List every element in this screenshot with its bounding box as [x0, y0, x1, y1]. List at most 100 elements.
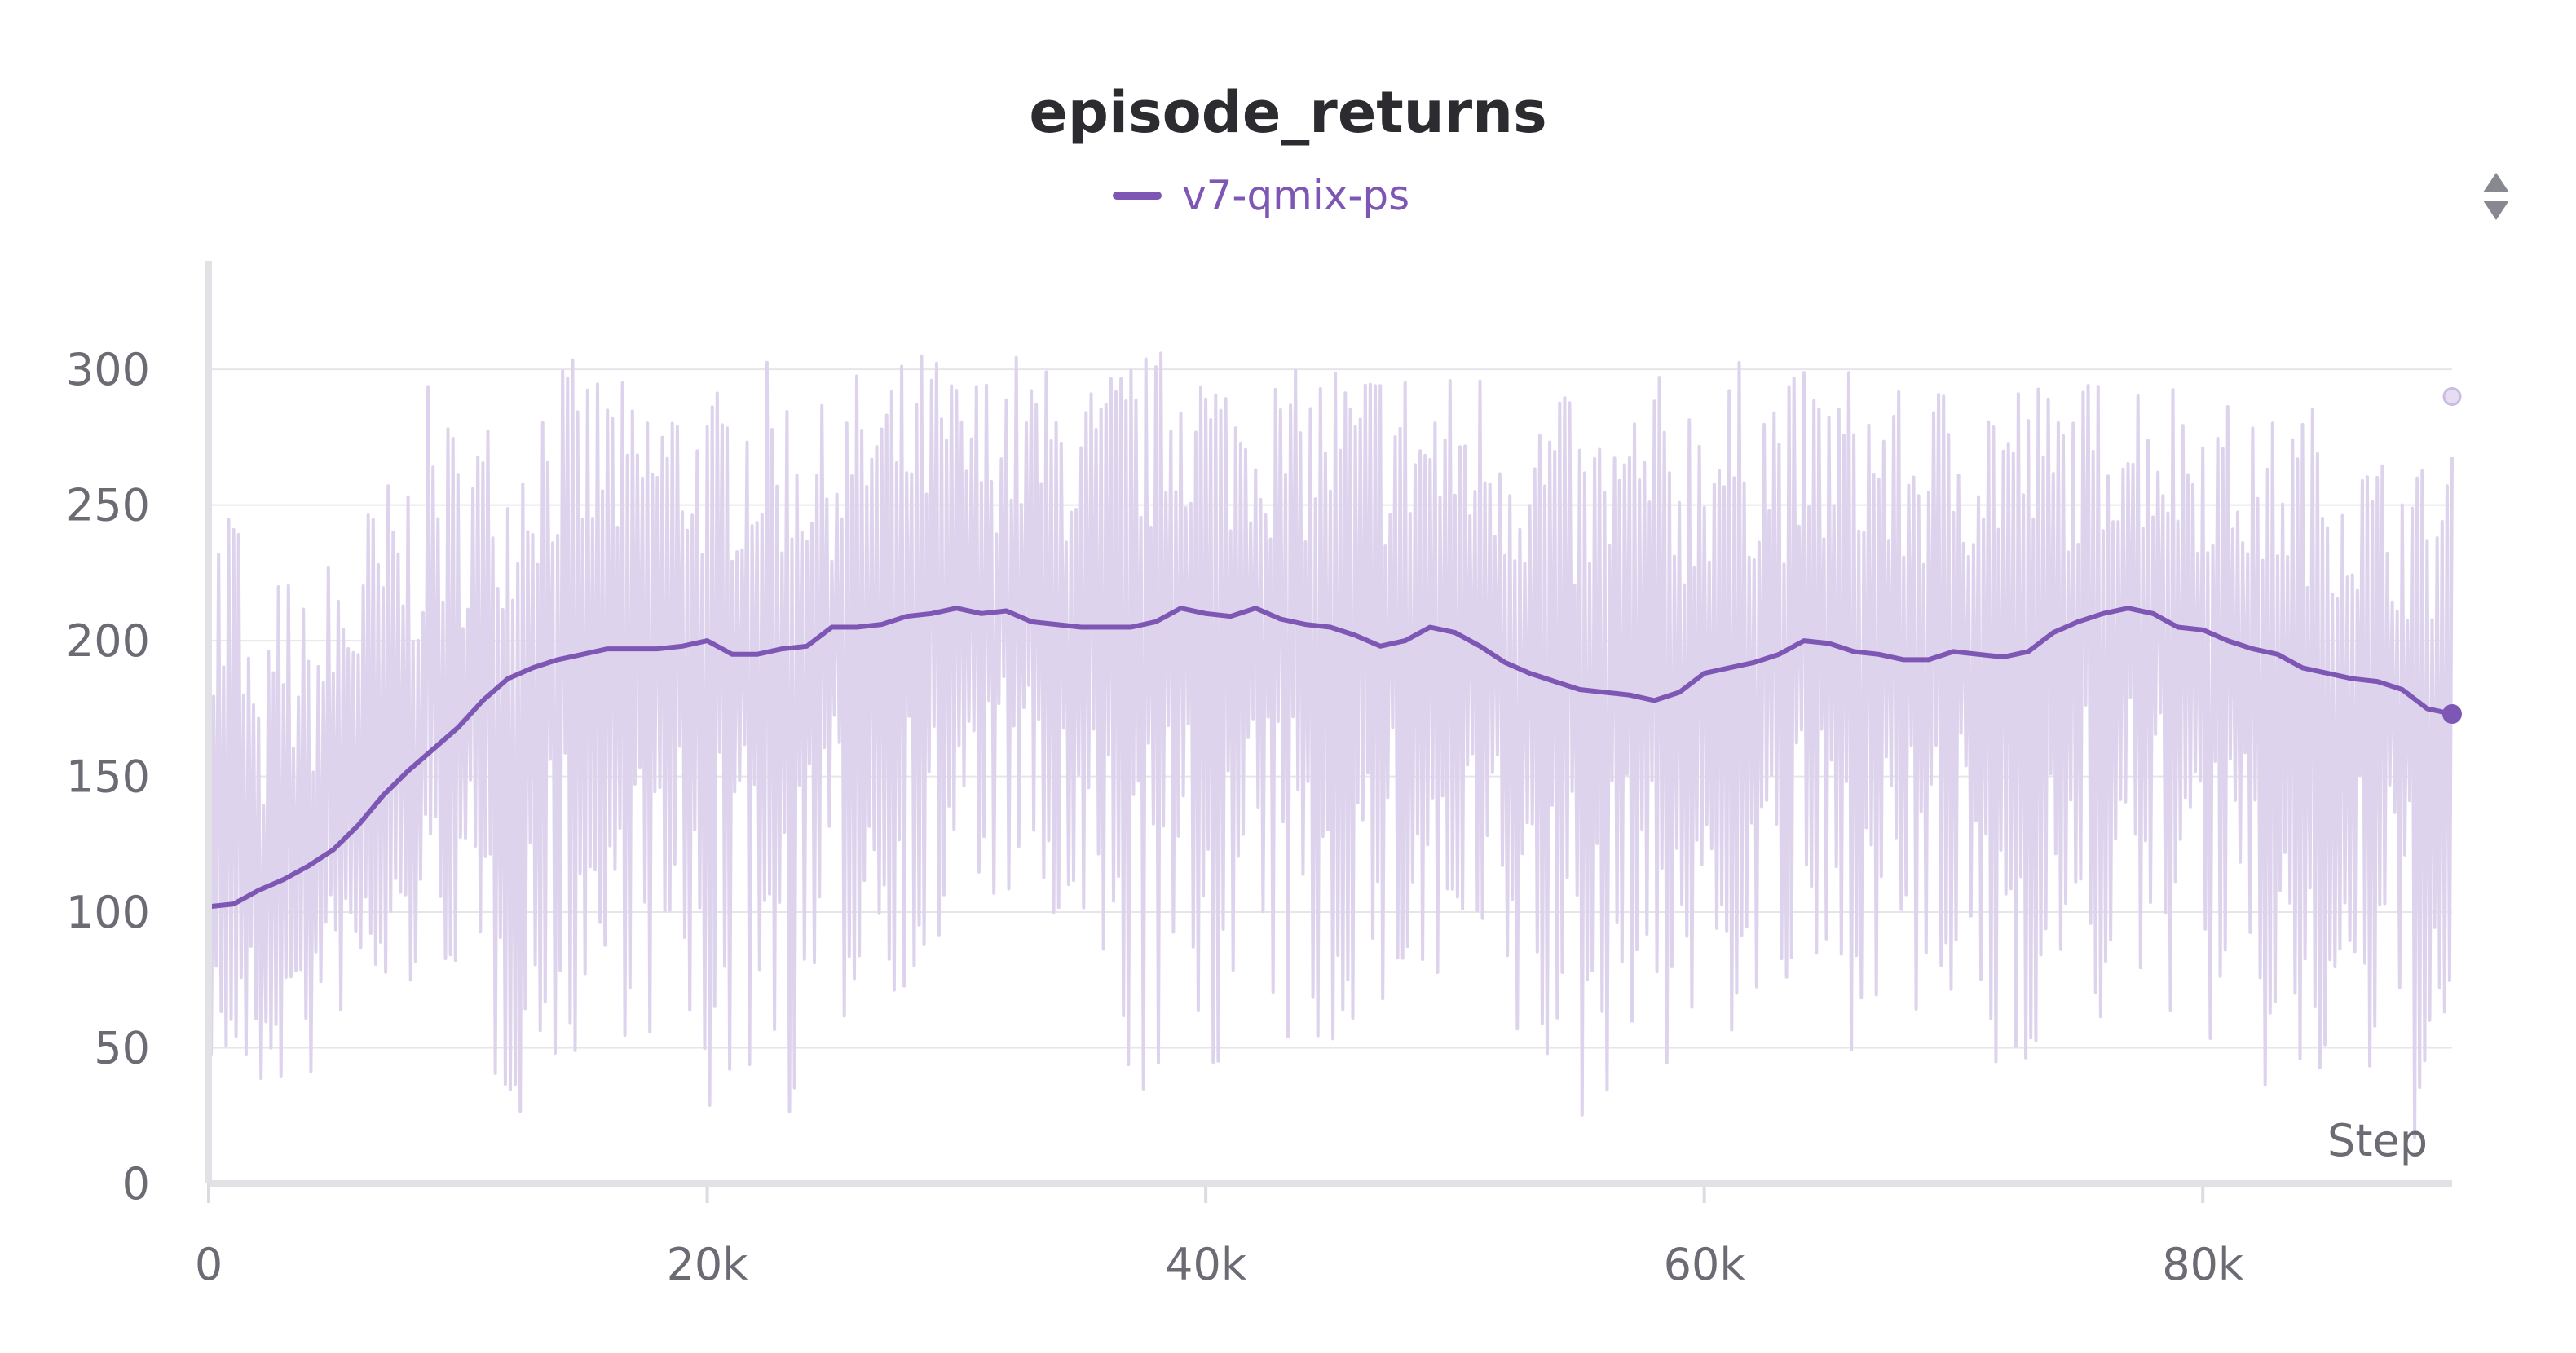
x-tick-label: 60k	[1664, 1239, 1746, 1290]
x-tick-labels: 0 20k 40k 60k 80k	[195, 1239, 2244, 1290]
x-tick-label: 0	[195, 1239, 223, 1290]
smoothed-point	[929, 611, 934, 616]
legend-label-series: v7-qmix-ps	[1182, 172, 1409, 219]
smoothed-point	[1477, 644, 1482, 649]
legend-scroll-arrows-icon[interactable]	[2483, 173, 2509, 220]
smoothed-point	[2101, 611, 2106, 616]
smoothed-point	[1926, 657, 1931, 662]
x-tick-label: 20k	[667, 1239, 749, 1290]
smoothed-point	[1802, 638, 1806, 643]
legend[interactable]: v7-qmix-ps	[1113, 172, 1409, 219]
smoothed-point	[2150, 611, 2155, 616]
smoothed-point	[355, 823, 360, 828]
smoothed-point	[1427, 624, 1432, 629]
smoothed-point	[1677, 690, 1682, 694]
x-axis-title: Step	[2327, 1115, 2428, 1166]
smoothed-point	[1752, 660, 1757, 665]
smoothed-point	[1951, 649, 1956, 654]
smoothed-point	[605, 646, 610, 651]
smoothed-point	[1104, 624, 1109, 629]
x-tick-label: 80k	[2162, 1239, 2244, 1290]
x-tick-label: 40k	[1165, 1239, 1247, 1290]
smoothed-point	[331, 847, 336, 852]
smoothed-point	[1179, 606, 1184, 610]
smoothed-point	[1502, 660, 1507, 665]
smoothed-point	[2075, 619, 2080, 624]
smoothed-point	[2275, 652, 2280, 657]
smoothed-point	[430, 747, 435, 751]
smoothed-point	[779, 646, 784, 651]
smoothed-point	[1652, 698, 1657, 703]
smoothed-point	[2350, 676, 2355, 681]
smoothed-point	[1378, 644, 1383, 649]
smoothed-point	[1078, 624, 1083, 629]
smoothed-point	[2225, 638, 2230, 643]
y-tick-label: 250	[66, 480, 150, 531]
smoothed-point	[1054, 622, 1059, 627]
smoothed-point	[755, 652, 760, 657]
smoothed-point	[705, 638, 710, 643]
smoothed-point	[655, 646, 659, 651]
smoothed-point	[281, 877, 286, 882]
y-tick-label: 0	[122, 1158, 150, 1210]
smoothed-point	[805, 644, 809, 649]
y-tick-label: 50	[94, 1023, 150, 1074]
smoothed-point	[979, 611, 984, 616]
smoothed-point	[1877, 652, 1881, 657]
smoothed-point	[1453, 630, 1458, 635]
smoothed-point	[2026, 649, 2031, 654]
smoothed-point	[256, 888, 261, 892]
smoothed-series-endpoint[interactable]	[2442, 704, 2462, 725]
smoothed-point	[306, 863, 311, 868]
smoothed-point	[1253, 606, 1258, 610]
y-tick-label: 150	[66, 751, 150, 803]
raw-series-layer	[207, 351, 2462, 1140]
smoothed-point	[1203, 611, 1208, 616]
smoothed-point	[1702, 671, 1707, 676]
smoothed-point	[630, 646, 635, 651]
smoothed-point	[2325, 671, 2330, 676]
smoothed-point	[1128, 624, 1133, 629]
raw-series-line	[207, 351, 2454, 1140]
smoothed-point	[2051, 630, 2056, 635]
smoothed-point	[555, 657, 560, 662]
smoothed-point	[1851, 649, 1856, 654]
smoothed-point	[2001, 654, 2006, 659]
y-tick-label: 100	[66, 887, 150, 938]
smoothed-point	[232, 901, 236, 906]
smoothed-point	[1029, 619, 1034, 624]
smoothed-point	[680, 644, 685, 649]
smoothed-point	[1901, 657, 1906, 662]
y-tick-label: 200	[66, 615, 150, 667]
axes	[205, 261, 2452, 1203]
chart-title: episode_returns	[1029, 79, 1546, 146]
smoothed-point	[580, 652, 585, 657]
smoothed-point	[1552, 679, 1557, 684]
smoothed-point	[1403, 638, 1408, 643]
smoothed-point	[1577, 687, 1582, 692]
smoothed-point	[505, 676, 510, 681]
smoothed-point	[1003, 608, 1008, 613]
smoothed-point	[2424, 706, 2429, 711]
smoothed-point	[1353, 632, 1358, 637]
smoothed-point	[880, 622, 884, 627]
smoothed-point	[1278, 616, 1283, 621]
smoothed-point	[1776, 652, 1781, 657]
raw-series-endpoint	[2442, 386, 2462, 406]
smoothed-point	[480, 698, 485, 703]
smoothed-point	[2300, 665, 2305, 670]
y-tick-label: 300	[66, 344, 150, 395]
smoothed-point	[1228, 614, 1233, 619]
smoothed-point	[829, 624, 834, 629]
smoothed-point	[1727, 665, 1731, 670]
smoothed-point	[531, 665, 536, 670]
smoothed-point	[406, 769, 411, 773]
smoothed-point	[904, 614, 909, 619]
smoothed-point	[1153, 619, 1158, 624]
smoothed-point	[2176, 624, 2181, 629]
y-tick-labels: 0 50 100 150 200 250 300	[66, 344, 150, 1210]
smoothed-point	[1602, 690, 1607, 694]
smoothed-point	[1328, 624, 1333, 629]
